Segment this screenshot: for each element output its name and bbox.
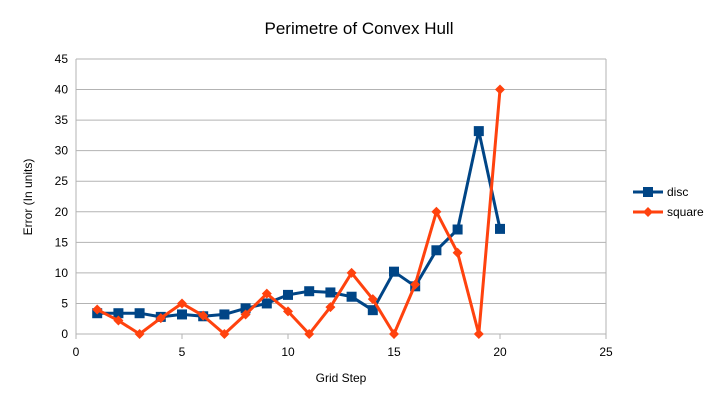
data-point-square [240,309,251,320]
axes [75,59,607,339]
data-point-square [389,329,399,339]
data-point-disc [304,286,315,297]
legend: disc square [633,185,704,219]
data-point-square [325,302,336,313]
x-tick-label: 25 [599,345,613,359]
legend-label: square [667,205,704,219]
y-tick-label: 0 [61,327,68,341]
y-tick-label: 5 [61,296,68,310]
data-point-square [155,313,166,324]
data-point-square [410,279,421,290]
x-tick-label: 0 [73,345,80,359]
data-point-disc [283,289,293,300]
data-point-disc [113,308,124,319]
x-tick-label: 15 [387,345,401,359]
legend-item-disc: disc [633,185,688,199]
data-point-disc [346,291,357,302]
data-point-disc [473,126,484,137]
data-point-square [113,315,124,326]
data-point-square [495,84,505,95]
series-square [92,84,505,339]
data-point-square [177,298,187,309]
x-tick-label: 5 [179,345,186,359]
data-point-disc [261,298,272,309]
data-point-disc [240,303,251,314]
data-point-square [198,310,209,321]
legend-item-square: square [633,205,704,219]
data-point-square [219,329,230,339]
legend-marker [643,207,653,217]
y-tick-label: 35 [55,113,69,127]
data-point-square [283,306,293,317]
y-tick-label: 10 [55,266,69,280]
data-point-disc [219,309,230,320]
data-point-square [134,329,145,339]
series-line-square [96,89,502,336]
data-point-square [431,206,442,217]
data-point-square [261,288,272,299]
data-point-disc [389,266,399,277]
data-point-square [304,329,315,339]
data-point-disc [431,245,442,256]
data-point-square [452,247,463,258]
x-tick-label: 20 [493,345,507,359]
data-point-disc [452,224,463,235]
data-point-square [92,304,103,315]
y-tick-label: 45 [55,52,69,66]
series-layer [92,84,505,339]
chart-title: Perimetre of Convex Hull [265,19,454,38]
y-axis-label: Error (In units) [21,159,35,236]
y-tick-label: 30 [55,144,69,158]
x-axis-label: Grid Step [316,371,367,385]
data-point-square [367,294,378,305]
y-tick-label: 25 [55,174,69,188]
data-point-disc [325,287,336,298]
data-point-disc [367,305,378,316]
data-point-square [473,329,484,339]
y-tick-label: 20 [55,205,69,219]
y-tick-label: 40 [55,83,69,97]
data-point-square [346,267,357,278]
x-tick-labels: 0 5 10 15 20 25 [73,345,613,359]
legend-marker [643,187,653,197]
y-tick-labels: 0 5 10 15 20 25 30 35 40 45 [55,52,69,341]
grid-lines [76,58,606,335]
data-point-disc [134,308,145,319]
x-tick-label: 10 [281,345,295,359]
series-line-disc [97,129,502,319]
data-point-disc [177,309,187,320]
y-tick-label: 15 [55,235,69,249]
legend-label: disc [667,185,688,199]
data-point-disc [495,223,505,234]
